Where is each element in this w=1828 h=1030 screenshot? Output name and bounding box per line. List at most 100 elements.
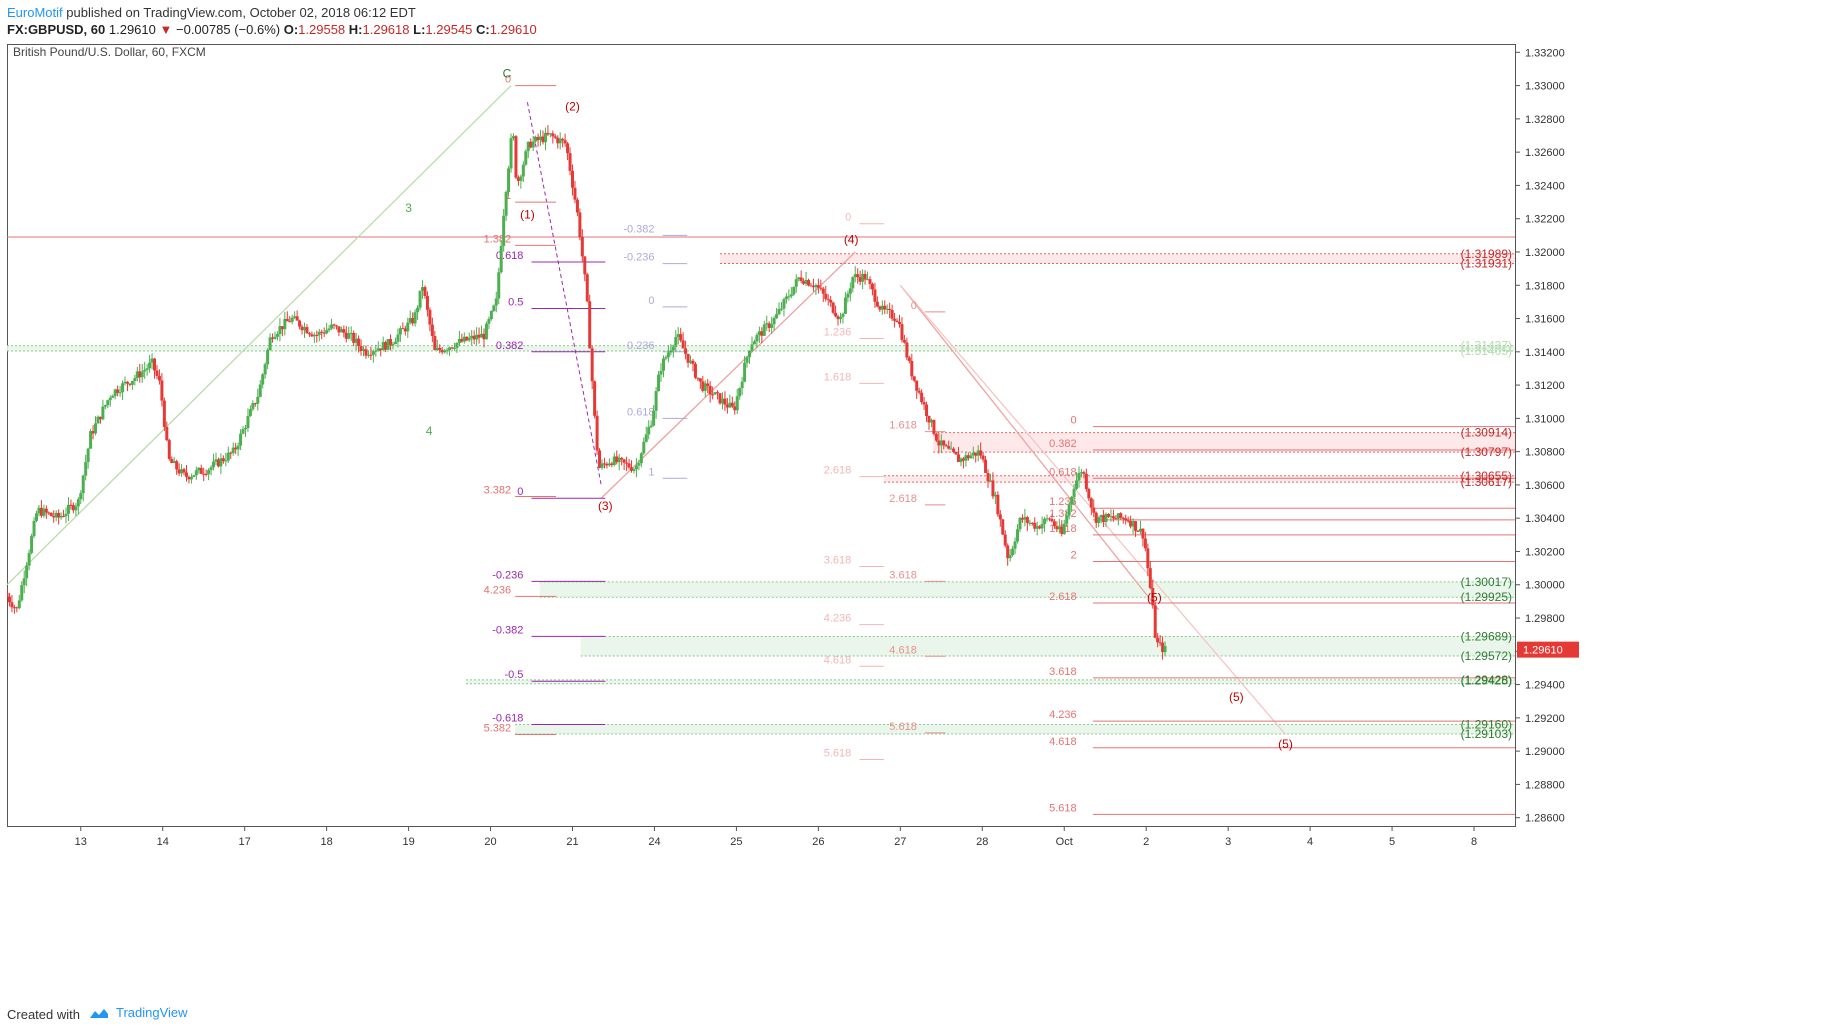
fib-level-label: 1.236 <box>824 326 852 338</box>
tradingview-cloud-icon <box>90 1008 108 1018</box>
candle-body <box>494 298 498 306</box>
candle-body <box>607 463 611 466</box>
candle-body <box>794 279 798 287</box>
y-tick-label: 1.30400 <box>1525 513 1565 525</box>
price-chart[interactable]: British Pound/U.S. Dollar, 60, FXCM 0.618… <box>5 15 1821 1000</box>
trend-line <box>6 85 512 586</box>
candle-body <box>94 423 98 434</box>
fib-level-label: 1 <box>648 466 654 478</box>
candle-body <box>10 602 14 608</box>
candle-body <box>1114 518 1118 520</box>
candle-body <box>942 440 946 446</box>
candle-body <box>578 212 582 237</box>
candle-body <box>241 429 245 434</box>
candle-body <box>563 140 567 144</box>
x-tick-label: 27 <box>894 836 906 848</box>
symbol-ohlc-line: FX:GBPUSD, 60 1.29610 ▼ −0.00785 (−0.6%)… <box>7 22 537 37</box>
candle-body <box>133 377 137 381</box>
price-zone <box>7 345 1515 351</box>
last-price: 1.29610 <box>108 22 156 37</box>
candle-body <box>521 164 525 177</box>
candle-body <box>1016 529 1020 542</box>
candle-body <box>317 331 321 336</box>
candle-body <box>1018 517 1022 530</box>
candle-body <box>433 336 437 350</box>
candle-body <box>998 514 1002 520</box>
candle-body <box>600 463 604 468</box>
candle-body <box>224 460 228 462</box>
candle-body <box>782 299 786 309</box>
candle-body <box>268 337 272 351</box>
candle-body <box>1121 517 1125 519</box>
candle-body <box>347 333 351 339</box>
fib-level-label: 5.618 <box>1049 802 1077 814</box>
candle-body <box>357 338 361 347</box>
candle-body <box>969 455 973 459</box>
candle-body <box>875 301 879 307</box>
candle-body <box>32 520 36 537</box>
candle-body <box>263 364 267 375</box>
candle-body <box>765 323 769 325</box>
candle-body <box>1131 521 1135 527</box>
candle-body <box>1045 518 1049 520</box>
candle-body <box>846 293 850 298</box>
candle-body <box>957 454 961 463</box>
candle-body <box>1025 517 1029 523</box>
candle-body <box>1011 548 1015 556</box>
candle-body <box>824 293 828 299</box>
fib-level-label: -0.5 <box>504 669 523 681</box>
candle-body <box>1060 526 1064 534</box>
candle-body <box>1153 605 1157 638</box>
zone-price-label: (1.29428) <box>1461 673 1512 687</box>
candle-body <box>428 309 432 325</box>
candle-body <box>1072 488 1076 498</box>
candle-body <box>1075 480 1079 489</box>
footer: Created with TradingView <box>0 1000 1828 1030</box>
candle-body <box>792 286 796 295</box>
y-tick-label: 1.28600 <box>1525 813 1565 825</box>
candle-body <box>256 396 260 404</box>
candle-body <box>430 324 434 337</box>
candle-body <box>128 383 132 385</box>
candle-body <box>1057 526 1061 530</box>
candle-body <box>888 308 892 311</box>
candle-body <box>182 469 186 473</box>
candle-body <box>772 318 776 325</box>
x-tick-label: 4 <box>1307 836 1313 848</box>
candle-body <box>959 458 963 463</box>
wave-label: (5) <box>1147 590 1162 604</box>
author-link[interactable]: EuroMotif <box>7 5 63 20</box>
candle-body <box>866 279 870 281</box>
candle-body <box>170 459 174 464</box>
candle-body <box>15 607 19 609</box>
candle-body <box>492 305 496 312</box>
candle-body <box>1094 512 1098 523</box>
tradingview-logo-link[interactable]: TradingView <box>88 1005 188 1020</box>
candle-body <box>322 332 326 334</box>
candle-body <box>352 333 356 343</box>
candle-body <box>398 328 402 335</box>
candle-body <box>300 326 304 331</box>
candle-body <box>730 402 734 407</box>
candle-body <box>622 459 626 463</box>
candle-body <box>1077 472 1081 481</box>
candle-body <box>393 341 397 344</box>
price-zone <box>539 581 1515 598</box>
candle-body <box>212 461 216 468</box>
candle-body <box>1082 472 1086 474</box>
candle-body <box>671 346 675 351</box>
candle-body <box>526 141 530 152</box>
chart-area[interactable]: British Pound/U.S. Dollar, 60, FXCM 0.618… <box>5 15 1821 1000</box>
x-tick-label: 5 <box>1389 836 1395 848</box>
candle-body <box>797 277 801 280</box>
candle-body <box>408 318 412 323</box>
fib-level-label: 4.236 <box>1049 709 1077 721</box>
candle-body <box>266 350 270 365</box>
candle-body <box>566 143 570 154</box>
candle-body <box>1106 513 1110 517</box>
candle-body <box>784 296 788 300</box>
x-tick-label: Oct <box>1056 836 1073 848</box>
candle-body <box>22 578 26 586</box>
candle-body <box>364 349 368 356</box>
candle-body <box>639 453 643 464</box>
